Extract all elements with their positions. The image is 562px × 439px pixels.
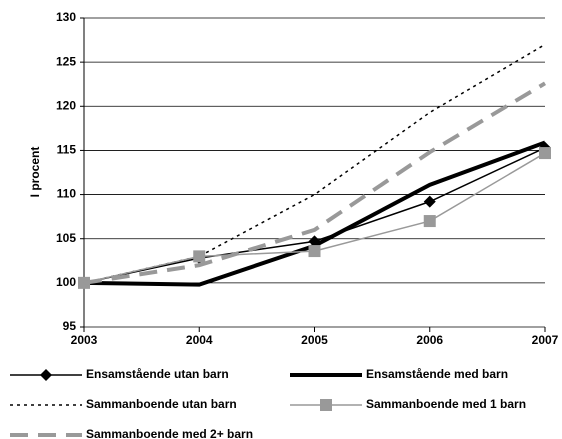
series-line: [83, 152, 546, 284]
marker: [423, 195, 436, 208]
marker: [193, 250, 206, 263]
y-tick-label: 130: [56, 10, 76, 24]
x-tick-label: 2006: [416, 333, 443, 347]
series-line: [83, 81, 547, 285]
legend-label: Sammanboende utan barn: [86, 397, 237, 411]
y-axis-label: I procent: [28, 147, 42, 198]
y-tick-label: 115: [57, 143, 77, 157]
y-tick-label: 120: [56, 98, 76, 112]
x-tick-label: 2003: [71, 333, 98, 347]
legend-label: Sammanboende med 1 barn: [366, 397, 526, 411]
y-tick-label: 125: [56, 54, 76, 68]
y-tick-label: 110: [57, 187, 77, 201]
marker: [423, 215, 436, 228]
marker: [539, 147, 551, 160]
x-tick-label: 2005: [301, 333, 328, 347]
marker: [308, 245, 321, 258]
y-tick-label: 100: [56, 275, 76, 289]
marker: [320, 399, 332, 411]
y-tick-label: 105: [56, 231, 76, 245]
x-tick-label: 2004: [186, 333, 213, 347]
legend-label: Sammanboende med 2+ barn: [86, 427, 253, 439]
legend-label: Ensamstående utan barn: [86, 367, 229, 381]
marker: [40, 369, 52, 381]
legend-label: Ensamstående med barn: [366, 367, 508, 381]
y-tick-label: 95: [63, 319, 77, 333]
x-tick-label: 2007: [532, 333, 559, 347]
series-line: [83, 140, 546, 287]
